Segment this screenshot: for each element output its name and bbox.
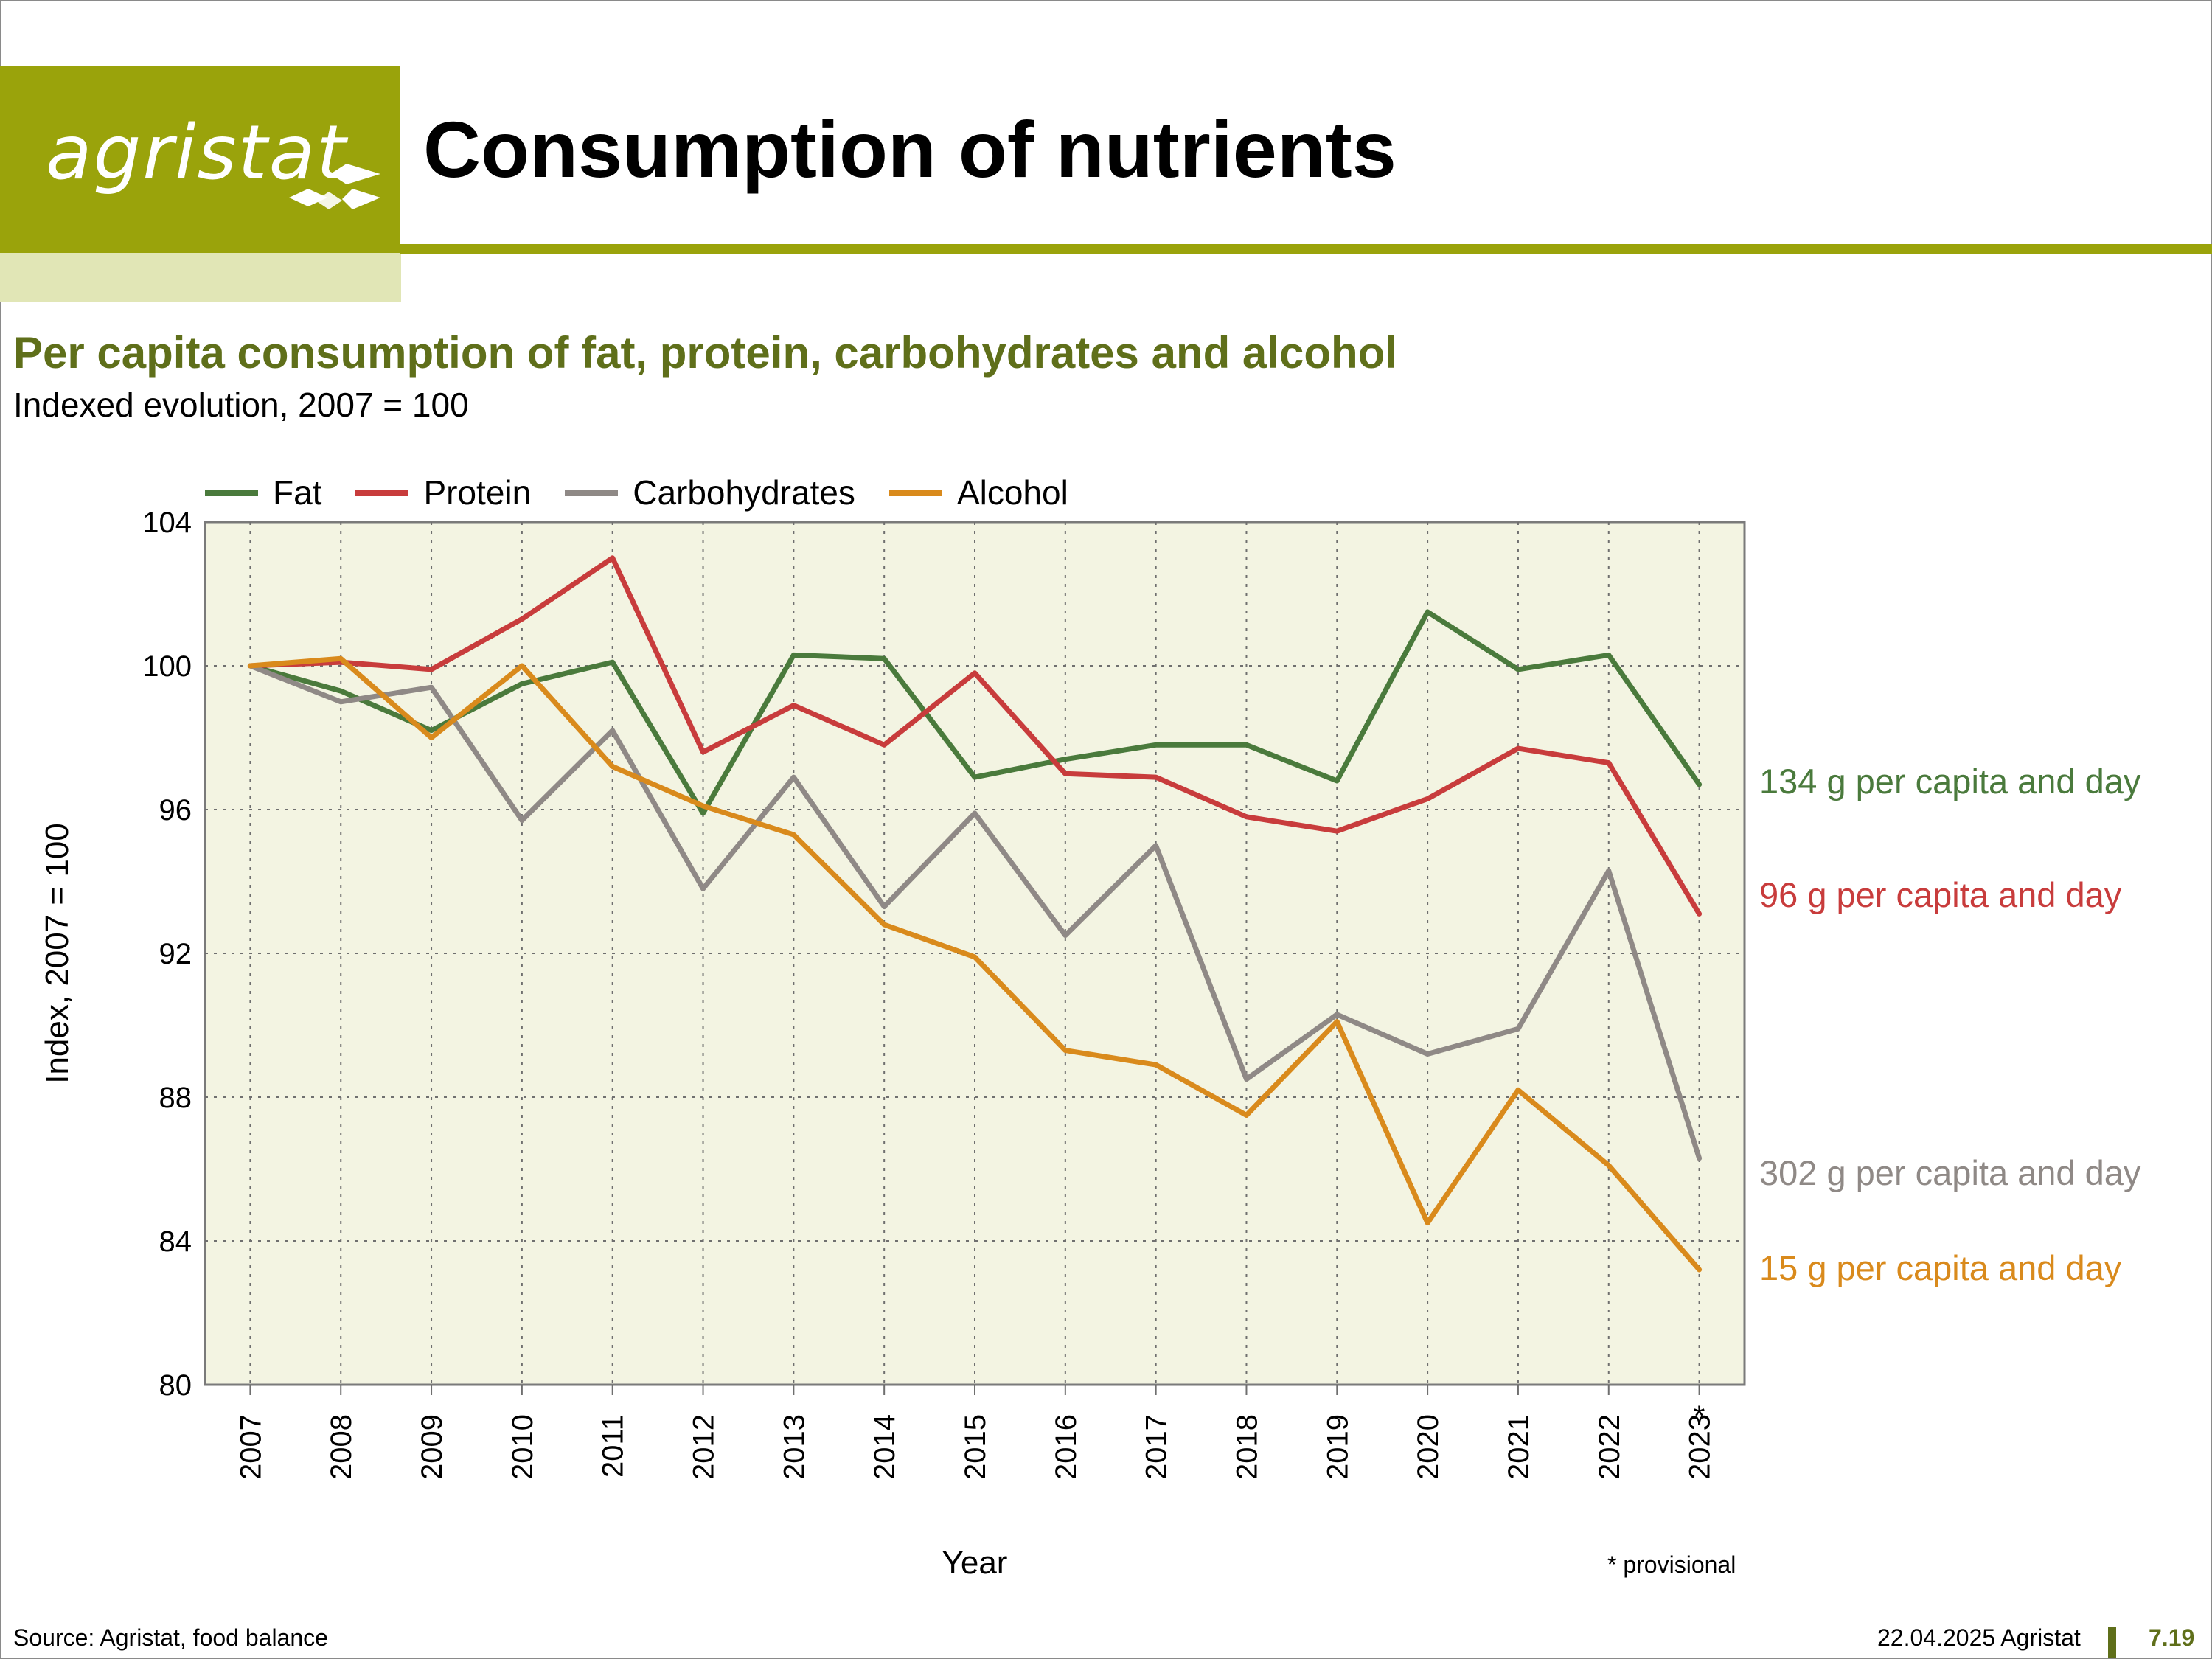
x-tick-label: 2011 xyxy=(597,1414,630,1478)
series-line-alcohol xyxy=(247,655,1703,1273)
legend-label-fat: Fat xyxy=(273,473,322,512)
y-tick-label: 88 xyxy=(159,1082,192,1114)
legend-label-carbohydrates: Carbohydrates xyxy=(633,473,855,512)
x-tick-label: 2007 xyxy=(234,1414,267,1480)
x-tick-label: 2015 xyxy=(959,1414,992,1480)
footer-divider xyxy=(2108,1627,2116,1658)
y-tick-label: 104 xyxy=(142,507,192,539)
legend-item-carbohydrates: Carbohydrates xyxy=(565,473,855,512)
y-tick-label: 100 xyxy=(142,650,192,683)
logo-wordmark: agristat xyxy=(46,109,348,197)
series-note-carbohydrates: 302 g per capita and day xyxy=(1759,1153,2141,1192)
x-tick-label: 2013 xyxy=(778,1414,810,1480)
legend-label-protein: Protein xyxy=(423,473,532,512)
footer-date: 22.04.2025 Agristat xyxy=(1877,1624,2081,1651)
x-tick-label: 2021 xyxy=(1503,1414,1535,1480)
legend-item-protein: Protein xyxy=(355,473,531,512)
page-title: Consumption of nutrients xyxy=(423,105,1397,194)
x-tick-label: 2017 xyxy=(1141,1414,1173,1480)
x-tick-label: 2020 xyxy=(1412,1414,1444,1480)
y-tick-label: 96 xyxy=(159,794,192,827)
x-tick-label: 2023 xyxy=(1684,1414,1717,1480)
legend-swatch-fat xyxy=(205,489,258,496)
x-tick-label: 2010 xyxy=(507,1414,539,1480)
x-axis-label: Year xyxy=(942,1545,1008,1581)
y-axis-label: Index, 2007 = 100 xyxy=(39,823,75,1084)
x-tick-label: 2016 xyxy=(1050,1414,1082,1480)
legend-swatch-carbohydrates xyxy=(565,489,619,496)
x-tick-label: 2019 xyxy=(1321,1414,1354,1480)
legend-item-fat: Fat xyxy=(205,473,321,512)
series-line-protein xyxy=(247,555,1703,917)
x-tick-label: 2012 xyxy=(688,1414,720,1480)
x-tick-marker: * xyxy=(1694,1400,1705,1433)
footer-source: Source: Agristat, food balance xyxy=(13,1624,328,1651)
series-note-protein: 96 g per capita and day xyxy=(1759,875,2122,914)
x-tick-label: 2008 xyxy=(325,1414,358,1480)
x-tick-label: 2009 xyxy=(416,1414,448,1480)
series-line-fat xyxy=(247,609,1703,816)
chart-subtitle: Indexed evolution, 2007 = 100 xyxy=(13,386,469,424)
x-tick-label: 2018 xyxy=(1231,1414,1263,1480)
x-tick-label: 2022 xyxy=(1593,1414,1626,1480)
legend-label-alcohol: Alcohol xyxy=(956,473,1068,512)
chart-title: Per capita consumption of fat, protein, … xyxy=(13,328,1397,378)
y-tick-label: 84 xyxy=(159,1225,192,1258)
logo-diamonds-icon xyxy=(289,164,380,209)
footer-page-number: 7.19 xyxy=(2149,1624,2195,1651)
legend-swatch-protein xyxy=(355,489,409,496)
legend-item-alcohol: Alcohol xyxy=(888,473,1068,512)
header-rule xyxy=(400,244,2212,254)
series-note-alcohol: 15 g per capita and day xyxy=(1759,1248,2122,1287)
y-tick-label: 80 xyxy=(159,1369,192,1402)
series-line-carbohydrates xyxy=(247,663,1703,1161)
x-tick-label: 2014 xyxy=(869,1414,901,1480)
logo-shadow xyxy=(0,253,401,302)
series-note-fat: 134 g per capita and day xyxy=(1759,762,2141,801)
legend-swatch-alcohol xyxy=(888,489,942,496)
chart-legend: Fat Protein Carbohydrates Alcohol xyxy=(205,470,1102,515)
y-tick-label: 92 xyxy=(159,938,192,970)
provisional-note: * provisional xyxy=(1607,1551,1736,1578)
logo-panel xyxy=(0,66,400,253)
